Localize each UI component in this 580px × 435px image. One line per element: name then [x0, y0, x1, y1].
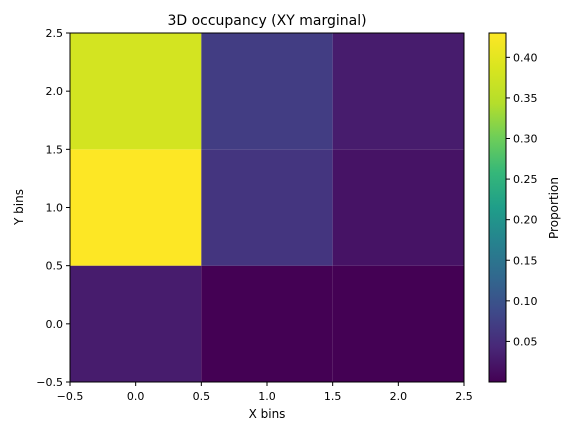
y-tick-label: 1.5	[46, 143, 64, 156]
colorbar-tick-label: 0.20	[513, 214, 538, 227]
colorbar-ticks: 0.05 0.10 0.15 0.20 0.25 0.30 0.35 0.40	[506, 51, 538, 348]
chart-title: 3D occupancy (XY marginal)	[167, 13, 366, 29]
heatmap-cell	[201, 265, 333, 382]
y-tick-label: 1.0	[46, 202, 64, 215]
heatmap-cell	[332, 265, 464, 382]
y-tick-label: −0.5	[36, 376, 63, 389]
colorbar-tick-label: 0.40	[513, 51, 538, 64]
heatmap-cell	[201, 33, 333, 150]
heatmap-cell	[332, 149, 464, 266]
colorbar-tick-label: 0.15	[513, 254, 538, 267]
y-tick-label: 0.5	[46, 260, 64, 273]
colorbar-tick-label: 0.05	[513, 335, 538, 348]
x-axis-label: X bins	[249, 407, 286, 421]
heatmap-cell	[201, 149, 333, 266]
y-tick-label: 0.0	[46, 318, 64, 331]
colorbar-label: Proportion	[547, 177, 561, 239]
heatmap-cell	[70, 265, 202, 382]
heatmap-cell	[332, 33, 464, 150]
x-tick-label: −0.5	[57, 390, 84, 403]
colorbar-tick-label: 0.35	[513, 92, 538, 105]
colorbar-tick-label: 0.10	[513, 295, 538, 308]
heatmap-cell	[70, 33, 202, 150]
colorbar-tick-label: 0.30	[513, 133, 538, 146]
x-tick-label: 2.0	[390, 390, 408, 403]
colorbar	[488, 32, 507, 383]
x-axis-ticks: −0.5 0.0 0.5 1.0 1.5 2.0 2.5	[57, 382, 473, 403]
x-tick-label: 2.5	[455, 390, 473, 403]
heatmap-cells	[70, 33, 464, 382]
y-axis-ticks: −0.5 0.0 0.5 1.0 1.5 2.0 2.5	[36, 27, 70, 389]
colorbar-tick-label: 0.25	[513, 173, 538, 186]
y-tick-label: 2.5	[46, 27, 64, 40]
x-tick-label: 1.5	[324, 390, 342, 403]
heatmap-cell	[70, 149, 202, 266]
x-tick-label: 1.0	[258, 390, 276, 403]
x-tick-label: 0.5	[193, 390, 211, 403]
y-tick-label: 2.0	[46, 85, 64, 98]
y-axis-label: Y bins	[12, 189, 26, 226]
x-tick-label: 0.0	[127, 390, 145, 403]
